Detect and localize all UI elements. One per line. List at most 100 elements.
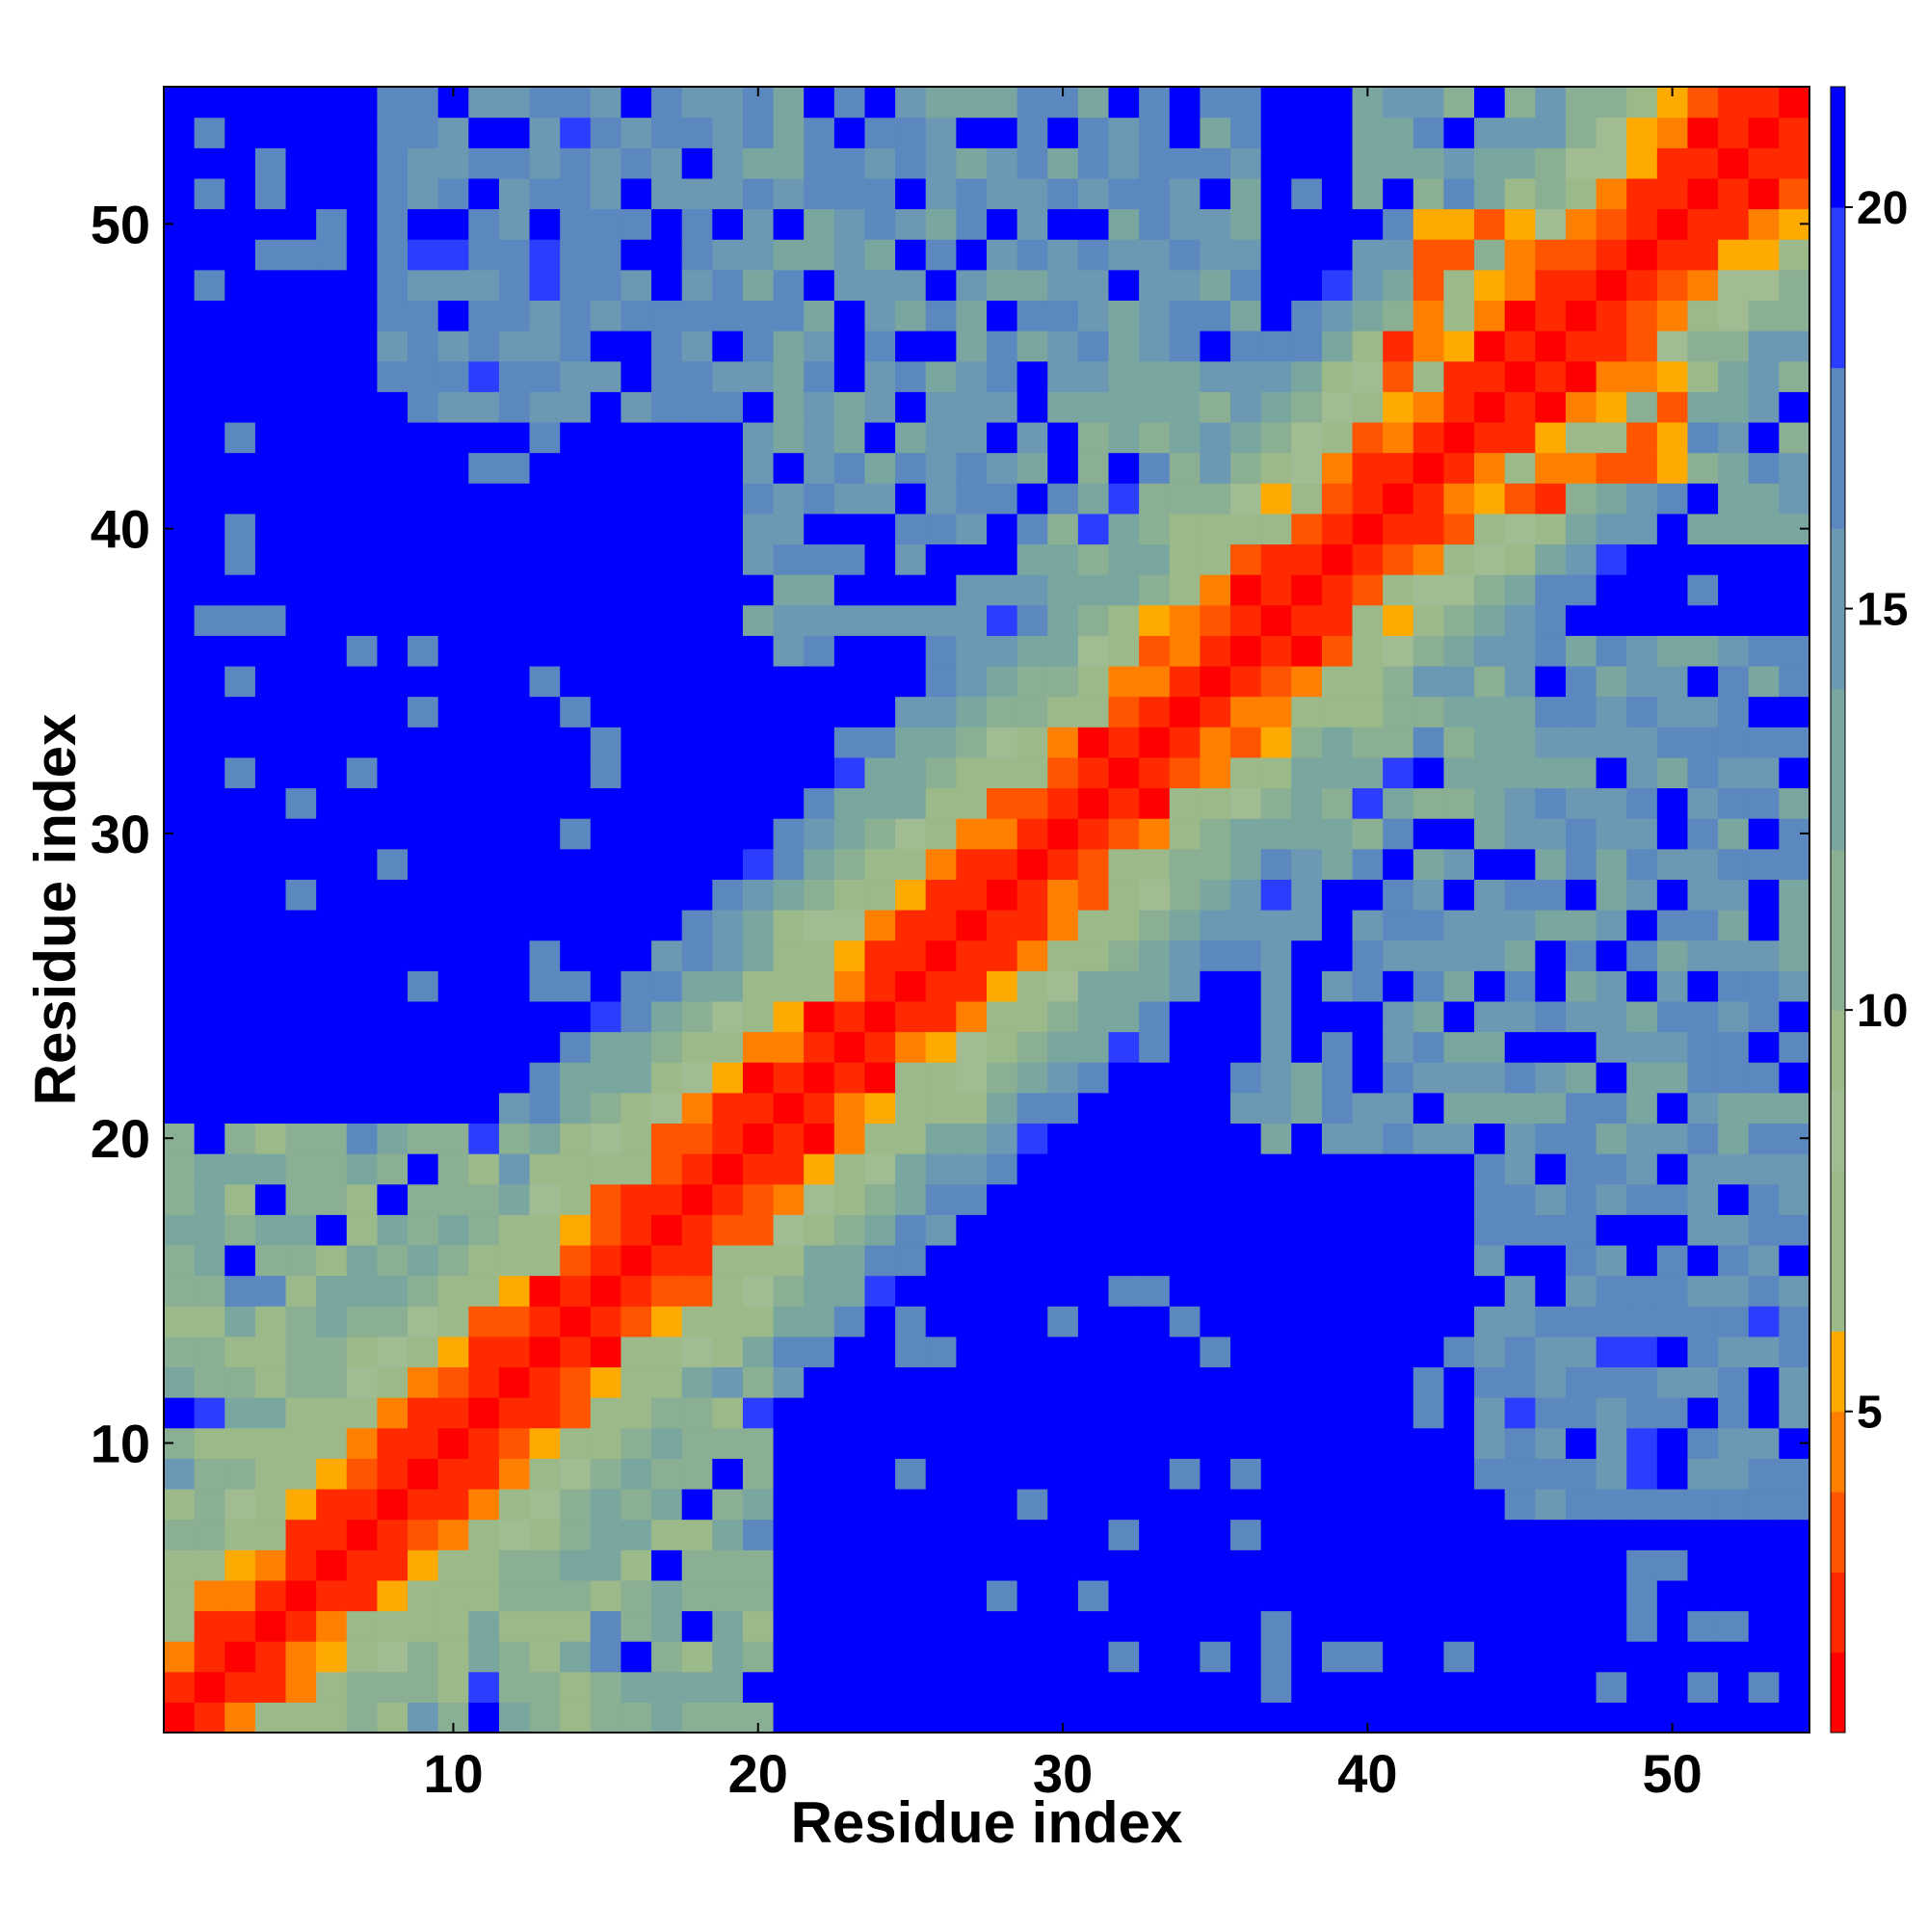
heatmap-cell	[651, 1549, 683, 1581]
heatmap-cell	[1200, 940, 1231, 971]
heatmap-cell	[651, 1366, 683, 1398]
heatmap-cell	[895, 696, 927, 728]
heatmap-cell	[437, 1397, 469, 1429]
heatmap-cell	[987, 1153, 1018, 1185]
heatmap-cell	[1748, 727, 1780, 758]
heatmap-cell	[560, 1579, 592, 1612]
heatmap-cell	[1504, 1610, 1536, 1642]
heatmap-cell	[1200, 1031, 1231, 1063]
heatmap-cell	[1687, 1641, 1719, 1673]
heatmap-cell	[742, 1000, 775, 1033]
heatmap-cell	[895, 147, 927, 179]
heatmap-cell	[1291, 1427, 1323, 1459]
heatmap-cell	[164, 848, 196, 880]
heatmap-cell	[468, 940, 500, 971]
heatmap-cell	[1291, 1062, 1323, 1094]
heatmap-cell	[408, 1275, 439, 1307]
heatmap-cell	[194, 513, 225, 545]
heatmap-cell	[1139, 1183, 1171, 1215]
heatmap-cell	[377, 177, 409, 210]
heatmap-cell	[1626, 1641, 1658, 1673]
heatmap-cell	[1016, 391, 1048, 423]
heatmap-cell	[1047, 818, 1079, 850]
heatmap-cell	[1626, 940, 1658, 971]
heatmap-cell	[1139, 1062, 1171, 1094]
heatmap-cell	[620, 1702, 652, 1734]
heatmap-cell	[1596, 1183, 1627, 1215]
heatmap-cell	[498, 300, 531, 331]
heatmap-cell	[408, 513, 439, 545]
heatmap-cell	[164, 1336, 196, 1368]
heatmap-cell	[1687, 1519, 1719, 1550]
heatmap-cell	[1108, 696, 1140, 728]
heatmap-cell	[498, 1000, 531, 1033]
heatmap-cell	[833, 1427, 866, 1459]
heatmap-cell	[1016, 910, 1048, 941]
heatmap-cell	[804, 940, 835, 971]
heatmap-cell	[1321, 208, 1354, 240]
heatmap-cell	[498, 1183, 531, 1215]
heatmap-cell	[681, 818, 713, 850]
heatmap-cell	[529, 635, 561, 667]
heatmap-cell	[1291, 1306, 1323, 1337]
heatmap-cell	[1565, 1031, 1597, 1063]
heatmap-cell	[498, 483, 531, 515]
heatmap-cell	[1169, 604, 1201, 636]
heatmap-cell	[437, 421, 469, 454]
heatmap-cell	[377, 543, 409, 575]
heatmap-cell	[804, 360, 835, 392]
heatmap-cell	[1108, 1366, 1140, 1398]
heatmap-cell	[1230, 756, 1262, 789]
heatmap-cell	[437, 117, 469, 148]
heatmap-cell	[346, 208, 379, 240]
heatmap-cell	[194, 1458, 225, 1490]
heatmap-cell	[804, 177, 835, 210]
heatmap-cell	[1200, 269, 1231, 302]
heatmap-cell	[1260, 940, 1292, 971]
heatmap-cell	[1260, 1579, 1292, 1612]
heatmap-cell	[1412, 727, 1445, 758]
heatmap-cell	[1139, 635, 1171, 667]
heatmap-cell	[987, 910, 1018, 941]
heatmap-cell	[1565, 1671, 1597, 1703]
heatmap-cell	[1412, 635, 1445, 667]
heatmap-cell	[1718, 1549, 1750, 1581]
heatmap-cell	[864, 787, 896, 819]
heatmap-cell	[194, 910, 225, 941]
heatmap-cell	[1200, 1306, 1231, 1337]
heatmap-cell	[590, 1579, 622, 1612]
heatmap-cell	[1321, 1031, 1354, 1063]
heatmap-cell	[1047, 1641, 1079, 1673]
heatmap-cell	[194, 665, 225, 698]
heatmap-cell	[1443, 604, 1475, 636]
heatmap-cell	[224, 1244, 256, 1277]
heatmap-cell	[1687, 421, 1719, 454]
heatmap-cell	[956, 1183, 988, 1215]
heatmap-cell	[1321, 1092, 1354, 1125]
heatmap-cell	[1443, 391, 1475, 423]
heatmap-cell	[1779, 1366, 1810, 1398]
heatmap-cell	[1626, 117, 1658, 148]
heatmap-cell	[498, 1062, 531, 1094]
heatmap-cell	[1260, 574, 1292, 606]
heatmap-cell	[987, 1244, 1018, 1277]
heatmap-cell	[1443, 787, 1475, 819]
heatmap-cell	[1443, 1488, 1475, 1521]
heatmap-cell	[1443, 1671, 1475, 1703]
heatmap-cell	[1504, 1306, 1536, 1337]
heatmap-cell	[956, 1214, 988, 1246]
heatmap-cell	[1443, 1244, 1475, 1277]
colorbar-segment	[1831, 367, 1845, 529]
heatmap-cell	[377, 239, 409, 271]
heatmap-cell	[408, 269, 439, 302]
heatmap-cell	[1504, 452, 1536, 484]
heatmap-cell	[1504, 1183, 1536, 1215]
heatmap-cell	[1260, 848, 1292, 880]
heatmap-cell	[1718, 1062, 1750, 1094]
heatmap-cell	[1626, 1336, 1658, 1368]
heatmap-cell	[956, 787, 988, 819]
heatmap-cell	[468, 543, 500, 575]
heatmap-cell	[1139, 756, 1171, 789]
heatmap-cell	[1748, 787, 1780, 819]
heatmap-cell	[346, 177, 379, 210]
